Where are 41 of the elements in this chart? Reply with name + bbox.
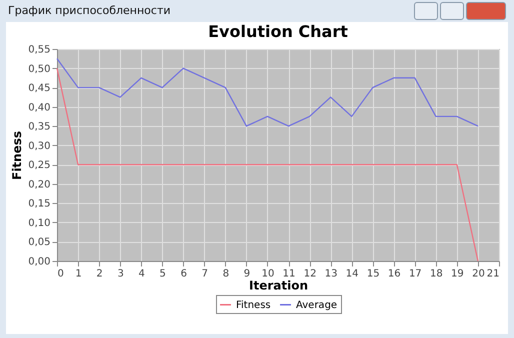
y-tick-label: 0,20 bbox=[28, 179, 50, 190]
x-tick-label: 10 bbox=[262, 268, 274, 280]
x-tick-label: 17 bbox=[408, 268, 422, 280]
legend-label: Fitness bbox=[236, 300, 271, 311]
x-tick-label: 7 bbox=[202, 268, 208, 280]
x-tick-label: 14 bbox=[346, 268, 359, 280]
x-tick-label: 16 bbox=[388, 268, 401, 280]
y-tick-label: 0,15 bbox=[28, 198, 50, 210]
line-series bbox=[56, 58, 479, 127]
x-axis-title: Iteration bbox=[249, 278, 308, 292]
x-tick-label: 2 bbox=[96, 268, 103, 280]
y-tick-label: 0,05 bbox=[28, 237, 50, 248]
y-tick-label: 0,40 bbox=[28, 102, 50, 114]
y-tick-label: 0,30 bbox=[28, 140, 50, 152]
x-tick-label: 9 bbox=[244, 268, 250, 280]
y-tick-label: 0,55 bbox=[28, 44, 50, 56]
y-tick-label: 0,10 bbox=[28, 218, 50, 229]
y-tick-label: 0,45 bbox=[28, 83, 50, 94]
x-tick-label: 4 bbox=[138, 268, 145, 280]
y-tick-label: 0,25 bbox=[28, 160, 50, 172]
x-tick-label: 15 bbox=[366, 268, 380, 280]
x-tick-label: 8 bbox=[222, 268, 230, 280]
x-tick-label: 6 bbox=[180, 268, 187, 280]
x-tick-label: 1 bbox=[75, 268, 82, 280]
x-tick-label: 18 bbox=[430, 268, 443, 280]
y-tick-label: 0,50 bbox=[28, 64, 50, 75]
x-tick-label: 0 bbox=[58, 268, 64, 280]
x-tick-label: 13 bbox=[324, 268, 338, 280]
x-tick-label: 21 bbox=[486, 268, 500, 280]
x-tick-label: 20 bbox=[472, 268, 485, 280]
x-tick-label: 5 bbox=[160, 268, 166, 280]
y-tick-label: 0,00 bbox=[28, 256, 50, 268]
y-axis-title: Fitness bbox=[10, 130, 24, 180]
y-tick-label: 0,35 bbox=[28, 122, 50, 133]
x-tick-label: 12 bbox=[304, 268, 316, 280]
legend-label: Average bbox=[296, 300, 338, 311]
chart-title: Evolution Chart bbox=[208, 22, 348, 41]
x-tick-label: 11 bbox=[282, 268, 296, 280]
x-tick-label: 19 bbox=[451, 268, 464, 280]
x-tick-label: 3 bbox=[117, 268, 124, 280]
text: График приспособленности bbox=[8, 4, 170, 17]
